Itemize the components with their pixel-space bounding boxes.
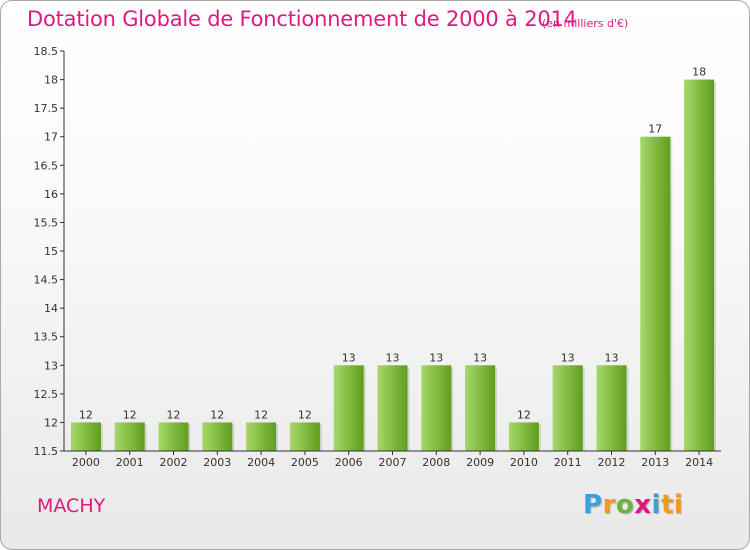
- y-tick-label: 14: [44, 302, 58, 315]
- bar-2003: [202, 422, 233, 451]
- value-label: 13: [429, 351, 443, 364]
- x-tick-label: 2010: [510, 456, 538, 469]
- logo-letter: x: [634, 490, 652, 520]
- commune-name: MACHY: [37, 495, 106, 517]
- y-tick-label: 13: [44, 359, 58, 372]
- value-label: 12: [254, 408, 268, 421]
- value-label: 12: [167, 408, 181, 421]
- logo-letter: i: [651, 490, 661, 520]
- unit-note: (en milliers d'€): [542, 17, 629, 30]
- bar-2004: [246, 422, 277, 451]
- bar-2006: [333, 365, 364, 451]
- bar-2014: [684, 79, 715, 452]
- value-label: 17: [648, 123, 662, 136]
- x-tick-label: 2011: [554, 456, 582, 469]
- x-tick-label: 2004: [247, 456, 275, 469]
- y-tick-label: 18: [44, 74, 58, 87]
- bar-2010: [508, 422, 539, 451]
- y-tick-label: 17.5: [34, 102, 59, 115]
- y-tick-label: 12: [44, 416, 58, 429]
- y-tick-label: 16.5: [34, 159, 59, 172]
- value-label: 13: [386, 351, 400, 364]
- value-label: 12: [517, 408, 531, 421]
- bar-2007: [377, 365, 408, 451]
- y-tick-label: 11.5: [34, 445, 59, 458]
- x-tick-label: 2005: [291, 456, 319, 469]
- bar-2001: [114, 422, 145, 451]
- x-tick-label: 2000: [72, 456, 100, 469]
- x-tick-label: 2001: [116, 456, 144, 469]
- value-label: 12: [79, 408, 93, 421]
- value-label: 13: [561, 351, 575, 364]
- logo-letter: ti: [660, 490, 684, 520]
- bar-2000: [70, 422, 101, 451]
- bar-2012: [596, 365, 627, 451]
- logo-letter: o: [615, 490, 635, 520]
- x-tick-label: 2007: [379, 456, 407, 469]
- value-label: 12: [123, 408, 137, 421]
- proxiti-logo: Proxiti: [583, 490, 683, 520]
- bar-2005: [289, 422, 320, 451]
- y-tick-label: 15: [44, 245, 58, 258]
- bar-2002: [158, 422, 189, 451]
- value-label: 18: [692, 66, 706, 79]
- logo-letter: P: [583, 490, 603, 520]
- x-tick-label: 2008: [422, 456, 450, 469]
- y-tick-label: 16: [44, 188, 58, 201]
- x-tick-label: 2003: [203, 456, 231, 469]
- x-tick-label: 2009: [466, 456, 494, 469]
- value-label: 12: [298, 408, 312, 421]
- y-tick-label: 13.5: [34, 331, 59, 344]
- value-label: 13: [342, 351, 356, 364]
- bar-2013: [640, 136, 671, 451]
- logo-letter: r: [602, 490, 616, 520]
- y-tick-label: 14.5: [34, 274, 59, 287]
- x-tick-label: 2014: [685, 456, 713, 469]
- bar-2008: [421, 365, 452, 451]
- x-tick-label: 2013: [641, 456, 669, 469]
- bar-2009: [465, 365, 496, 451]
- x-tick-label: 2012: [598, 456, 626, 469]
- x-tick-label: 2002: [160, 456, 188, 469]
- bar-2011: [552, 365, 583, 451]
- value-label: 12: [210, 408, 224, 421]
- y-tick-label: 15.5: [34, 216, 59, 229]
- value-label: 13: [473, 351, 487, 364]
- x-tick-label: 2006: [335, 456, 363, 469]
- y-tick-label: 12.5: [34, 388, 59, 401]
- chart-title: Dotation Globale de Fonctionnement de 20…: [27, 7, 577, 31]
- y-tick-label: 17: [44, 131, 58, 144]
- y-tick-label: 18.5: [34, 45, 59, 58]
- value-label: 13: [605, 351, 619, 364]
